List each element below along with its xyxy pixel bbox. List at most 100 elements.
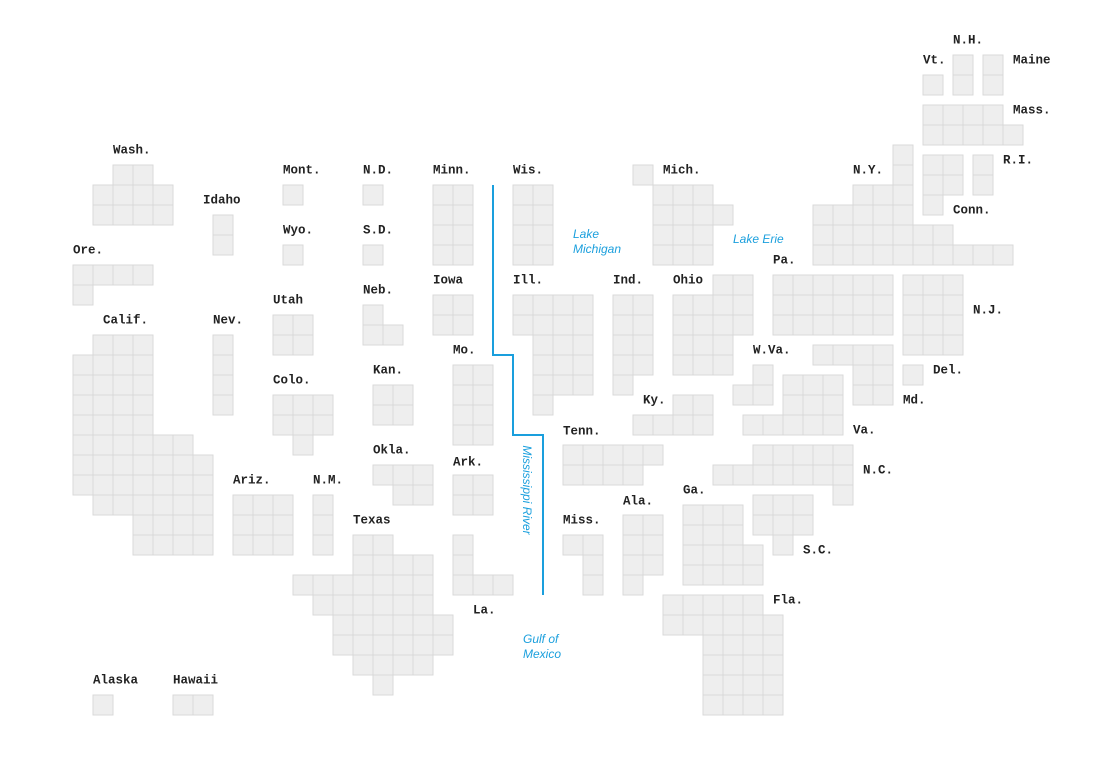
- tile: [472, 424, 494, 446]
- tile: [692, 184, 714, 206]
- tile: [672, 244, 694, 266]
- tile: [272, 414, 294, 436]
- tile: [792, 274, 814, 296]
- tile: [412, 484, 434, 506]
- tile: [692, 314, 714, 336]
- state-label: Mo.: [453, 343, 476, 357]
- tile: [292, 574, 314, 596]
- tile: [742, 614, 764, 636]
- tile: [392, 384, 414, 406]
- tile: [672, 314, 694, 336]
- tile: [112, 434, 134, 456]
- tile: [822, 394, 844, 416]
- tile: [742, 694, 764, 716]
- tile: [152, 474, 174, 496]
- tile: [992, 244, 1014, 266]
- tile: [672, 354, 694, 376]
- tile: [172, 514, 194, 536]
- state-label: Miss.: [563, 513, 601, 527]
- tile: [332, 614, 354, 636]
- tile: [72, 284, 94, 306]
- tile: [922, 74, 944, 96]
- tile: [572, 374, 594, 396]
- tile: [512, 204, 534, 226]
- tile: [902, 274, 924, 296]
- tile: [152, 184, 174, 206]
- tile: [512, 224, 534, 246]
- tile: [622, 554, 644, 576]
- tile: [762, 694, 784, 716]
- tile: [172, 494, 194, 516]
- tile: [392, 484, 414, 506]
- tile: [812, 274, 834, 296]
- state: Kan.: [372, 363, 414, 426]
- tile: [692, 224, 714, 246]
- state-label: Texas: [353, 513, 391, 527]
- tile: [872, 204, 894, 226]
- tile: [942, 174, 964, 196]
- state: N.C.: [712, 444, 893, 506]
- tile: [412, 464, 434, 486]
- state: Fla.: [662, 593, 803, 716]
- tile: [682, 614, 704, 636]
- tile: [112, 204, 134, 226]
- tile: [942, 104, 964, 126]
- state-label: Calif.: [103, 313, 148, 327]
- tile: [622, 534, 644, 556]
- tile: [112, 164, 134, 186]
- tile: [172, 434, 194, 456]
- state: Ind.: [612, 273, 654, 396]
- tile: [292, 334, 314, 356]
- tile: [812, 464, 834, 486]
- state-label: Conn.: [953, 203, 991, 217]
- tile: [312, 514, 334, 536]
- tile: [212, 394, 234, 416]
- state-label: Alaska: [93, 673, 139, 687]
- tile: [922, 104, 944, 126]
- tile: [722, 674, 744, 696]
- tile: [292, 314, 314, 336]
- tile: [852, 274, 874, 296]
- tile: [702, 524, 724, 546]
- tile: [682, 504, 704, 526]
- tile: [762, 614, 784, 636]
- tile: [892, 244, 914, 266]
- state-label: Ga.: [683, 483, 706, 497]
- state: Tenn.: [562, 424, 664, 486]
- state-label: Nev.: [213, 313, 243, 327]
- tile: [732, 274, 754, 296]
- tile: [72, 454, 94, 476]
- tile: [212, 234, 234, 256]
- tile: [832, 314, 854, 336]
- tile: [562, 444, 584, 466]
- tile: [632, 354, 654, 376]
- tile: [582, 464, 604, 486]
- tile: [682, 564, 704, 586]
- tile: [532, 354, 554, 376]
- state-label: Mich.: [663, 163, 701, 177]
- tile: [752, 364, 774, 386]
- tile: [692, 334, 714, 356]
- state: Maine: [982, 53, 1051, 96]
- tile: [132, 374, 154, 396]
- state: Md.: [812, 344, 926, 407]
- tile: [192, 494, 214, 516]
- state: Pa.: [772, 253, 894, 336]
- tile: [922, 124, 944, 146]
- state: N.D.: [362, 163, 393, 206]
- state-label: Utah: [273, 293, 303, 307]
- state-label: Del.: [933, 363, 963, 377]
- tile: [212, 214, 234, 236]
- state-label: Wis.: [513, 163, 543, 177]
- tile: [132, 354, 154, 376]
- tile: [832, 244, 854, 266]
- tile: [92, 454, 114, 476]
- tile: [772, 494, 794, 516]
- tile: [702, 504, 724, 526]
- tile: [672, 184, 694, 206]
- tile: [112, 354, 134, 376]
- tile: [872, 344, 894, 366]
- tile: [672, 334, 694, 356]
- state: N.H.: [952, 33, 983, 96]
